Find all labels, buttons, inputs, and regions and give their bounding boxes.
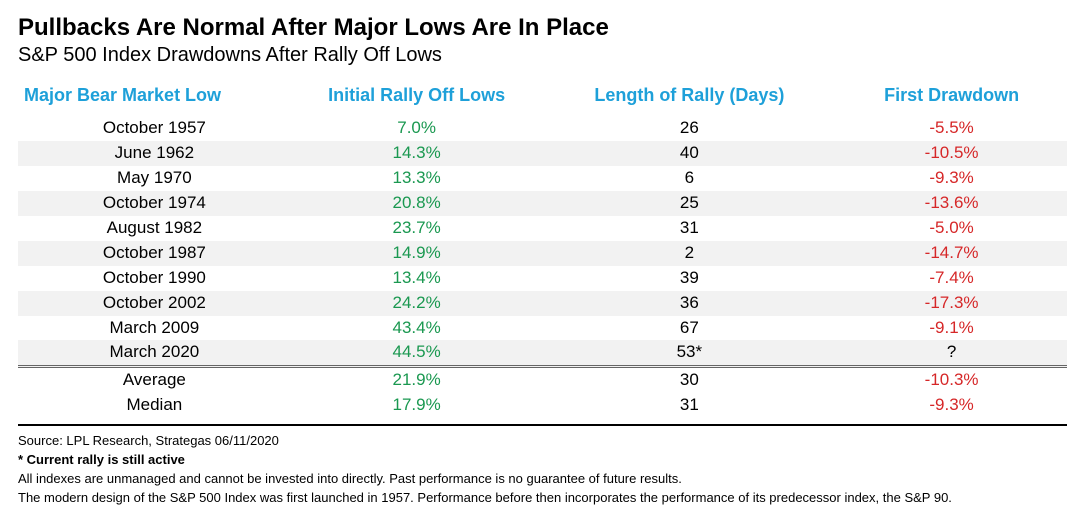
- cell-dd: -10.5%: [836, 141, 1067, 166]
- cell-rally: 14.9%: [291, 241, 543, 266]
- cell-low: October 2002: [18, 291, 291, 316]
- cell-dd: -9.3%: [836, 166, 1067, 191]
- table-row: October 197420.8%25-13.6%: [18, 191, 1067, 216]
- cell-days: 31: [542, 393, 836, 418]
- cell-days: 31: [542, 216, 836, 241]
- cell-rally: 7.0%: [291, 116, 543, 141]
- cell-dd: -7.4%: [836, 266, 1067, 291]
- cell-dd: -17.3%: [836, 291, 1067, 316]
- cell-days: 6: [542, 166, 836, 191]
- cell-low: October 1987: [18, 241, 291, 266]
- cell-dd: ?: [836, 340, 1067, 366]
- cell-days: 2: [542, 241, 836, 266]
- cell-days: 25: [542, 191, 836, 216]
- cell-rally: 14.3%: [291, 141, 543, 166]
- cell-days: 26: [542, 116, 836, 141]
- cell-days: 39: [542, 266, 836, 291]
- cell-rally: 44.5%: [291, 340, 543, 366]
- summary-row: Average21.9%30-10.3%: [18, 367, 1067, 393]
- cell-low: May 1970: [18, 166, 291, 191]
- table-row: August 198223.7%31-5.0%: [18, 216, 1067, 241]
- cell-dd: -10.3%: [836, 367, 1067, 393]
- cell-low: October 1974: [18, 191, 291, 216]
- col-header-dd: First Drawdown: [836, 81, 1067, 116]
- cell-low: March 2009: [18, 316, 291, 341]
- page-title: Pullbacks Are Normal After Major Lows Ar…: [18, 14, 1067, 42]
- cell-rally: 17.9%: [291, 393, 543, 418]
- cell-rally: 43.4%: [291, 316, 543, 341]
- col-header-low: Major Bear Market Low: [18, 81, 291, 116]
- footnote-source: Source: LPL Research, Strategas 06/11/20…: [18, 432, 1067, 451]
- cell-rally: 13.4%: [291, 266, 543, 291]
- footnotes: Source: LPL Research, Strategas 06/11/20…: [18, 424, 1067, 507]
- page-subtitle: S&P 500 Index Drawdowns After Rally Off …: [18, 44, 1067, 67]
- footnote-disclaimer-2: The modern design of the S&P 500 Index w…: [18, 489, 1067, 508]
- summary-row: Median17.9%31-9.3%: [18, 393, 1067, 418]
- table-row: October 200224.2%36-17.3%: [18, 291, 1067, 316]
- cell-low: Average: [18, 367, 291, 393]
- cell-low: October 1957: [18, 116, 291, 141]
- cell-rally: 20.8%: [291, 191, 543, 216]
- cell-low: March 2020: [18, 340, 291, 366]
- table-header-row: Major Bear Market LowInitial Rally Off L…: [18, 81, 1067, 116]
- table-row: May 197013.3%6-9.3%: [18, 166, 1067, 191]
- cell-dd: -5.0%: [836, 216, 1067, 241]
- cell-low: October 1990: [18, 266, 291, 291]
- cell-low: August 1982: [18, 216, 291, 241]
- table-row: October 19577.0%26-5.5%: [18, 116, 1067, 141]
- footnote-active: * Current rally is still active: [18, 451, 1067, 470]
- footnote-disclaimer-1: All indexes are unmanaged and cannot be …: [18, 470, 1067, 489]
- cell-low: June 1962: [18, 141, 291, 166]
- cell-days: 36: [542, 291, 836, 316]
- table-row: October 199013.4%39-7.4%: [18, 266, 1067, 291]
- cell-days: 40: [542, 141, 836, 166]
- drawdown-table: Major Bear Market LowInitial Rally Off L…: [18, 81, 1067, 418]
- cell-dd: -9.3%: [836, 393, 1067, 418]
- col-header-days: Length of Rally (Days): [542, 81, 836, 116]
- cell-rally: 21.9%: [291, 367, 543, 393]
- cell-dd: -14.7%: [836, 241, 1067, 266]
- cell-low: Median: [18, 393, 291, 418]
- cell-days: 30: [542, 367, 836, 393]
- col-header-rally: Initial Rally Off Lows: [291, 81, 543, 116]
- table-row: March 202044.5%53*?: [18, 340, 1067, 366]
- table-row: March 200943.4%67-9.1%: [18, 316, 1067, 341]
- cell-dd: -9.1%: [836, 316, 1067, 341]
- table-row: June 196214.3%40-10.5%: [18, 141, 1067, 166]
- cell-rally: 13.3%: [291, 166, 543, 191]
- cell-days: 67: [542, 316, 836, 341]
- cell-rally: 24.2%: [291, 291, 543, 316]
- cell-rally: 23.7%: [291, 216, 543, 241]
- cell-days: 53*: [542, 340, 836, 366]
- cell-dd: -13.6%: [836, 191, 1067, 216]
- table-row: October 198714.9%2-14.7%: [18, 241, 1067, 266]
- cell-dd: -5.5%: [836, 116, 1067, 141]
